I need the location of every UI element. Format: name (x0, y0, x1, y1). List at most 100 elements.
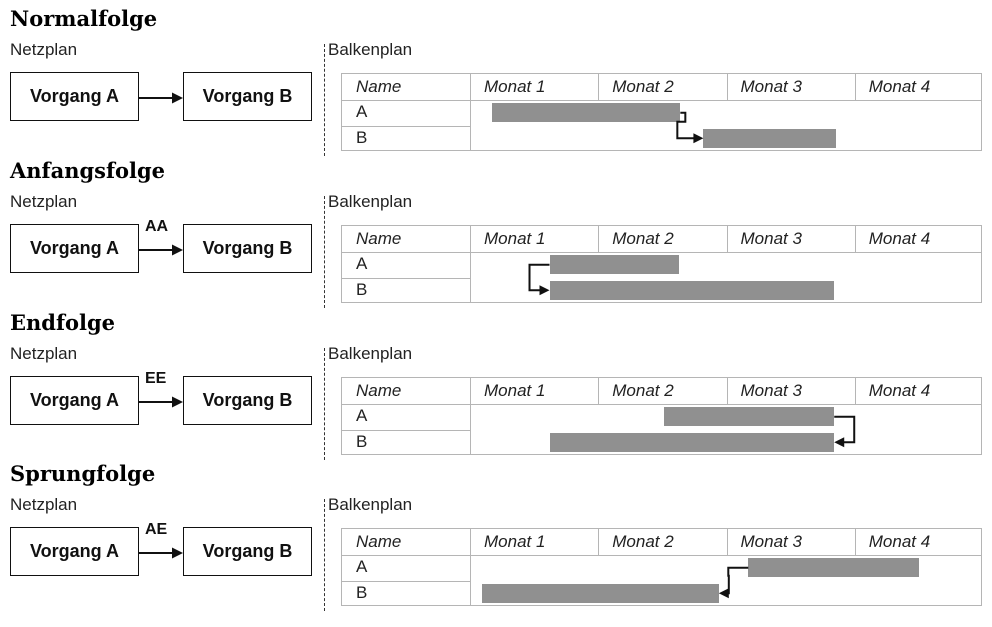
arrow-head (172, 92, 183, 104)
netzplan-label: Netzplan (10, 40, 78, 59)
header-month: Monat 4 (868, 532, 931, 551)
task-a-box: Vorgang A (10, 376, 139, 425)
connector-arrowhead (718, 588, 729, 599)
arrow-head (172, 396, 183, 408)
connector-arrowhead (539, 285, 550, 296)
month-column-separator (854, 226, 856, 252)
gantt-bar-b (481, 583, 719, 603)
header-month: Monat 3 (740, 77, 802, 96)
gantt-bar-b (549, 280, 835, 300)
network-arrow (139, 244, 183, 256)
balkenplan-label: Balkenplan (328, 495, 413, 514)
relation-label: AA (145, 218, 169, 235)
name-column-separator (470, 74, 471, 150)
gantt-bar-a (748, 558, 919, 578)
month-column-separator (726, 74, 728, 100)
month-column-separator (598, 529, 600, 555)
dependency-section: Sprungfolge Netzplan Balkenplan Vorgang A Vo… (0, 455, 992, 611)
row-separator (342, 580, 470, 582)
header-name: Name (356, 381, 402, 400)
connector-arrowhead (834, 437, 845, 448)
dashed-divider (324, 499, 325, 611)
month-column-separator (598, 378, 600, 404)
dependency-section: Endfolge Netzplan Balkenplan Vorgang A Vorga… (0, 304, 992, 460)
arrow-head (172, 244, 183, 256)
dashed-divider (324, 44, 325, 156)
balkenplan-label: Balkenplan (328, 192, 413, 211)
section-title: Endfolge (10, 310, 116, 335)
task-b-box: Vorgang B (183, 72, 312, 121)
row-name-a: A (356, 557, 368, 576)
header-month: Monat 4 (868, 77, 931, 96)
task-a-box: Vorgang A (10, 72, 139, 121)
gantt-bar-b (549, 432, 835, 452)
balkenplan-label: Balkenplan (328, 40, 413, 59)
name-column-separator (470, 529, 471, 605)
task-a-box: Vorgang A (10, 527, 139, 576)
connector-arrowhead (693, 133, 704, 144)
gantt-bar-a (549, 255, 680, 275)
row-separator (342, 429, 470, 431)
relation-label: EE (145, 370, 167, 387)
gantt-bar-a (491, 103, 681, 123)
relation-label: AE (145, 521, 168, 538)
task-b-box: Vorgang B (183, 527, 312, 576)
month-column-separator (854, 378, 856, 404)
task-a-box: Vorgang A (10, 224, 139, 273)
header-month: Monat 2 (612, 77, 674, 96)
header-month: Monat 4 (868, 229, 931, 248)
dependency-section: Normalfolge Netzplan Balkenplan Vorgang A Vo… (0, 0, 992, 156)
header-month: Monat 2 (612, 381, 674, 400)
month-column-separator (726, 529, 728, 555)
month-column-separator (854, 74, 856, 100)
section-title: Sprungfolge (10, 461, 156, 486)
gantt-bar-b (703, 128, 836, 148)
task-b-box: Vorgang B (183, 224, 312, 273)
netzplan-label: Netzplan (10, 495, 78, 514)
header-month: Monat 4 (868, 381, 931, 400)
task-b-box: Vorgang B (183, 376, 312, 425)
row-name-b: B (356, 582, 368, 602)
month-column-separator (726, 378, 728, 404)
name-column-separator (470, 226, 471, 302)
header-separator (342, 252, 981, 253)
section-title: Anfangsfolge (10, 158, 166, 183)
row-name-b: B (356, 127, 368, 147)
month-column-separator (598, 226, 600, 252)
row-name-a: A (356, 102, 368, 121)
arrow-head (172, 547, 183, 559)
connector-line (834, 415, 856, 444)
row-name-b: B (356, 431, 368, 451)
header-month: Monat 3 (740, 381, 802, 400)
row-separator (342, 125, 470, 127)
header-month: Monat 2 (612, 532, 674, 551)
balkenplan-label: Balkenplan (328, 344, 413, 363)
header-month: Monat 3 (740, 229, 802, 248)
month-column-separator (854, 529, 856, 555)
header-name: Name (356, 229, 402, 248)
dependency-section: Anfangsfolge Netzplan Balkenplan Vorgang A V… (0, 152, 992, 308)
header-month: Monat 1 (484, 229, 546, 248)
header-month: Monat 2 (612, 229, 674, 248)
header-month: Monat 1 (484, 381, 546, 400)
connector-line (727, 566, 749, 595)
row-name-a: A (356, 254, 368, 273)
row-name-a: A (356, 406, 368, 425)
header-month: Monat 1 (484, 532, 546, 551)
row-separator (342, 277, 470, 279)
header-separator (342, 404, 981, 405)
header-name: Name (356, 77, 402, 96)
header-separator (342, 100, 981, 101)
header-separator (342, 555, 981, 556)
gantt-bar-a (663, 407, 835, 427)
header-name: Name (356, 532, 402, 551)
month-column-separator (598, 74, 600, 100)
netzplan-label: Netzplan (10, 192, 78, 211)
connector-line (528, 263, 550, 292)
row-name-b: B (356, 279, 368, 299)
section-title: Normalfolge (10, 6, 158, 31)
network-arrow (139, 396, 183, 408)
